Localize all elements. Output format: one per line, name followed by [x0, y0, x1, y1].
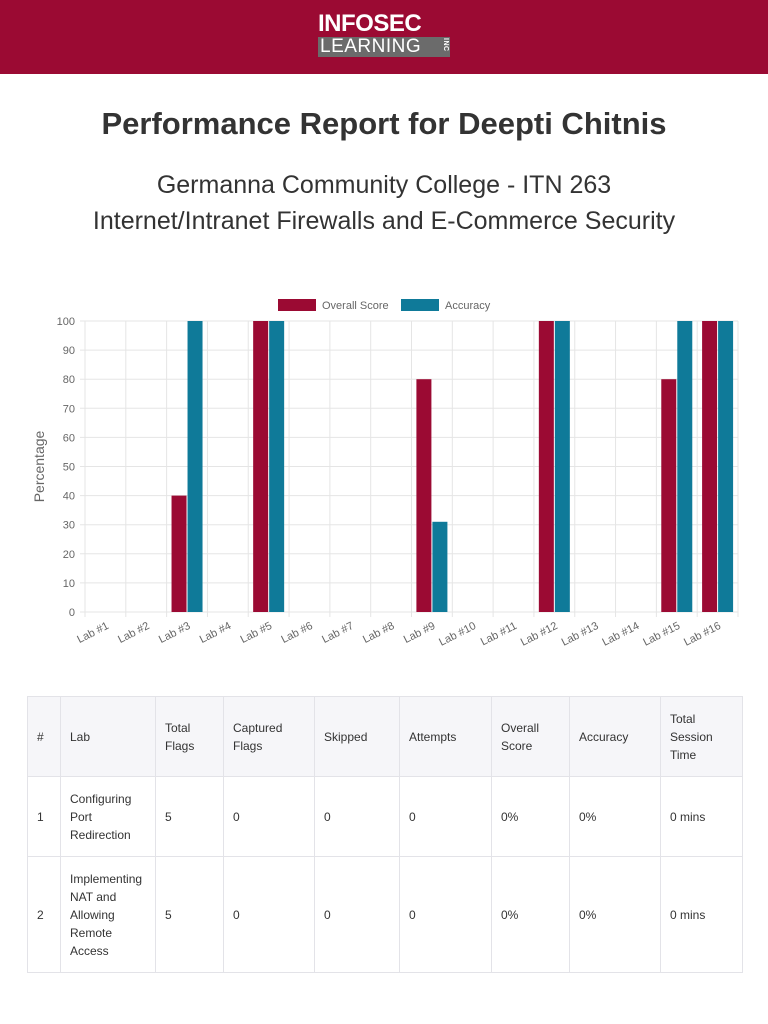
y-tick-label: 60	[63, 432, 75, 444]
col-header-attempts: Attempts	[399, 696, 492, 777]
bar-overall-score	[538, 321, 554, 612]
x-tick-label: Lab #15	[641, 620, 682, 649]
bar-accuracy	[432, 521, 448, 612]
y-tick-label: 70	[63, 403, 75, 415]
y-tick-label: 30	[63, 520, 75, 532]
cell-attempts: 0	[399, 776, 492, 857]
x-tick-label: Lab #5	[239, 620, 274, 646]
table-row: 2 Implementing NAT and Allowing Remote A…	[27, 856, 743, 973]
legend-label: Accuracy	[445, 300, 491, 312]
bar-overall-score	[171, 495, 187, 612]
x-tick-label: Lab #1	[75, 620, 110, 646]
x-tick-label: Lab #16	[682, 620, 723, 649]
legend-label: Overall Score	[322, 300, 389, 312]
x-tick-label: Lab #11	[479, 620, 519, 648]
x-tick-label: Lab #13	[560, 620, 601, 649]
infosec-learning-logo: INFOSEC LEARNING INC	[318, 10, 450, 57]
cell-captured-flags: 0	[223, 856, 315, 973]
table-header-row: # Lab Total Flags Captured Flags Skipped…	[27, 696, 743, 777]
cell-captured-flags: 0	[223, 776, 315, 857]
table-row: 1 Configuring Port Redirection 5 0 0 0 0…	[27, 776, 743, 857]
y-tick-label: 80	[63, 374, 75, 386]
x-tick-label: Lab #8	[361, 620, 396, 646]
cell-num: 1	[27, 776, 61, 857]
logo-inc-text: INC	[442, 38, 449, 52]
col-header-captured-flags: Captured Flags	[223, 696, 315, 777]
x-tick-label: Lab #7	[320, 620, 355, 646]
subtitle-course-name: Internet/Intranet Firewalls and E-Commer…	[92, 207, 676, 235]
cell-lab: Implementing NAT and Allowing Remote Acc…	[60, 856, 156, 973]
y-tick-label: 40	[63, 491, 75, 503]
bar-overall-score	[702, 321, 718, 612]
lab-results-table: # Lab Total Flags Captured Flags Skipped…	[27, 696, 743, 973]
x-tick-label: Lab #6	[279, 620, 314, 646]
x-tick-label: Lab #4	[198, 620, 233, 646]
x-tick-label: Lab #9	[402, 620, 437, 646]
x-tick-label: Lab #14	[600, 620, 641, 649]
bar-overall-score	[253, 321, 269, 612]
y-tick-label: 100	[57, 316, 75, 328]
cell-total-session-time: 0 mins	[660, 856, 743, 973]
bar-accuracy	[554, 321, 570, 612]
lab-results-table-container: # Lab Total Flags Captured Flags Skipped…	[27, 696, 743, 973]
performance-chart: 0 10 20 30 40 50 60 70 80 90 100 Percentage Lab #1 La…	[28, 292, 743, 672]
bar-accuracy	[677, 321, 693, 612]
logo-wordmark-bottom: LEARNING INC	[318, 37, 450, 57]
bar-overall-score	[416, 379, 432, 612]
col-header-skipped: Skipped	[314, 696, 400, 777]
col-header-accuracy: Accuracy	[569, 696, 661, 777]
report-title: Performance Report for Deepti Chitnis	[101, 106, 667, 141]
col-header-overall-score: Overall Score	[491, 696, 570, 777]
cell-total-session-time: 0 mins	[660, 776, 743, 857]
report-subtitle: Germanna Community College - ITN 263 Int…	[0, 167, 768, 239]
col-header-num: #	[27, 696, 61, 777]
col-header-total-flags: Total Flags	[155, 696, 224, 777]
x-tick-label: Lab #2	[116, 620, 151, 646]
cell-overall-score: 0%	[491, 856, 570, 973]
y-tick-label: 0	[69, 607, 75, 619]
cell-total-flags: 5	[155, 856, 224, 973]
y-tick-label: 10	[63, 578, 75, 590]
legend-swatch	[278, 299, 316, 311]
bar-accuracy	[269, 321, 285, 612]
cell-accuracy: 0%	[569, 856, 661, 973]
bar-accuracy	[718, 321, 734, 612]
cell-skipped: 0	[314, 776, 400, 857]
y-tick-label: 90	[63, 345, 75, 357]
y-tick-label: 50	[63, 462, 75, 474]
cell-attempts: 0	[399, 856, 492, 973]
logo-wordmark-top: INFOSEC	[318, 10, 422, 37]
header-bar: INFOSEC LEARNING INC	[0, 0, 768, 74]
y-tick-label: 20	[63, 549, 75, 561]
subtitle-college-course: Germanna Community College - ITN 263	[156, 171, 612, 199]
bar-overall-score	[661, 379, 677, 612]
cell-num: 2	[27, 856, 61, 973]
bar-accuracy	[187, 321, 203, 612]
y-axis-title: Percentage	[31, 430, 47, 502]
cell-overall-score: 0%	[491, 776, 570, 857]
cell-total-flags: 5	[155, 776, 224, 857]
col-header-lab: Lab	[60, 696, 156, 777]
logo-learning-text: LEARNING	[320, 36, 422, 57]
cell-lab: Configuring Port Redirection	[60, 776, 156, 857]
x-tick-label: Lab #12	[519, 620, 560, 649]
x-tick-label: Lab #3	[157, 620, 192, 646]
cell-accuracy: 0%	[569, 776, 661, 857]
cell-skipped: 0	[314, 856, 400, 973]
legend-swatch	[401, 299, 439, 311]
col-header-total-session-time: Total Session Time	[660, 696, 743, 777]
x-tick-label: Lab #10	[437, 620, 478, 649]
